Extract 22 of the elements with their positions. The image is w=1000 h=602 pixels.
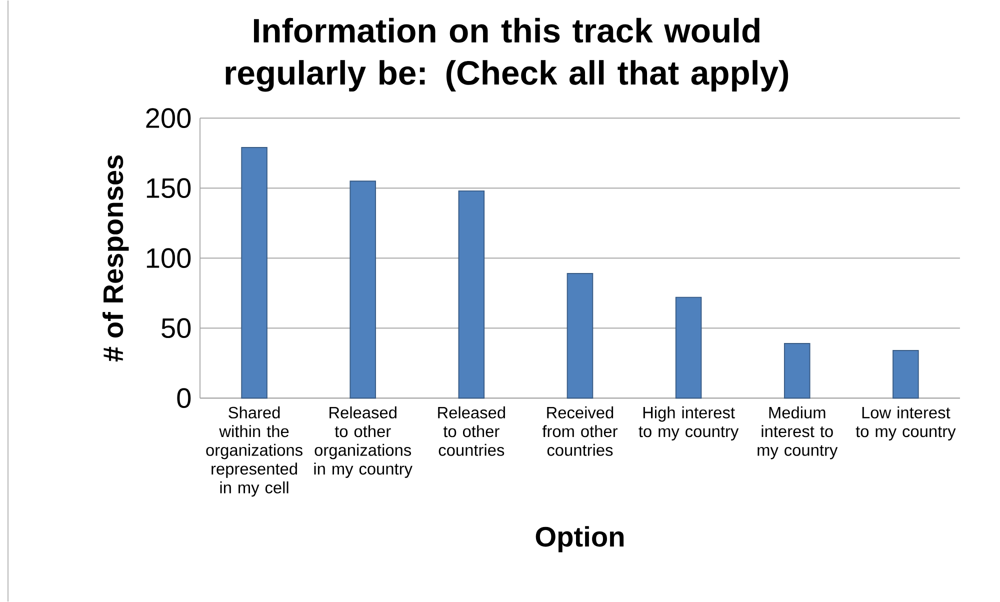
- bar: [350, 180, 376, 399]
- x-tick-label: High interest to my country: [638, 406, 739, 440]
- x-tick-label: Shared within the organizations represented in my cell: [206, 406, 302, 497]
- chart-title: Information on this track would regularly be: (Check all that apply): [226, 18, 788, 92]
- y-tick-label: 200: [146, 108, 191, 128]
- bar: [675, 296, 702, 399]
- x-tick-label: Released to other organizations in my country: [314, 406, 412, 478]
- bar: [892, 350, 919, 399]
- y-tick-label: 50: [162, 318, 191, 338]
- x-tick-label: Medium interest to my country: [758, 406, 838, 460]
- bar: [241, 147, 268, 399]
- bar: [458, 190, 485, 399]
- x-tick-label: Low interest to my country: [856, 406, 956, 440]
- y-axis-title: # of Responses: [102, 155, 129, 362]
- bar: [566, 273, 594, 399]
- x-tick-label: Released to other countries: [438, 406, 505, 456]
- y-tick-label: 150: [146, 178, 191, 198]
- bar: [784, 343, 810, 399]
- y-tick-label: 100: [146, 248, 191, 268]
- x-tick-label: Received from other countries: [542, 406, 618, 456]
- x-axis-title: Option: [536, 526, 624, 552]
- y-tick-label: 0: [177, 388, 191, 408]
